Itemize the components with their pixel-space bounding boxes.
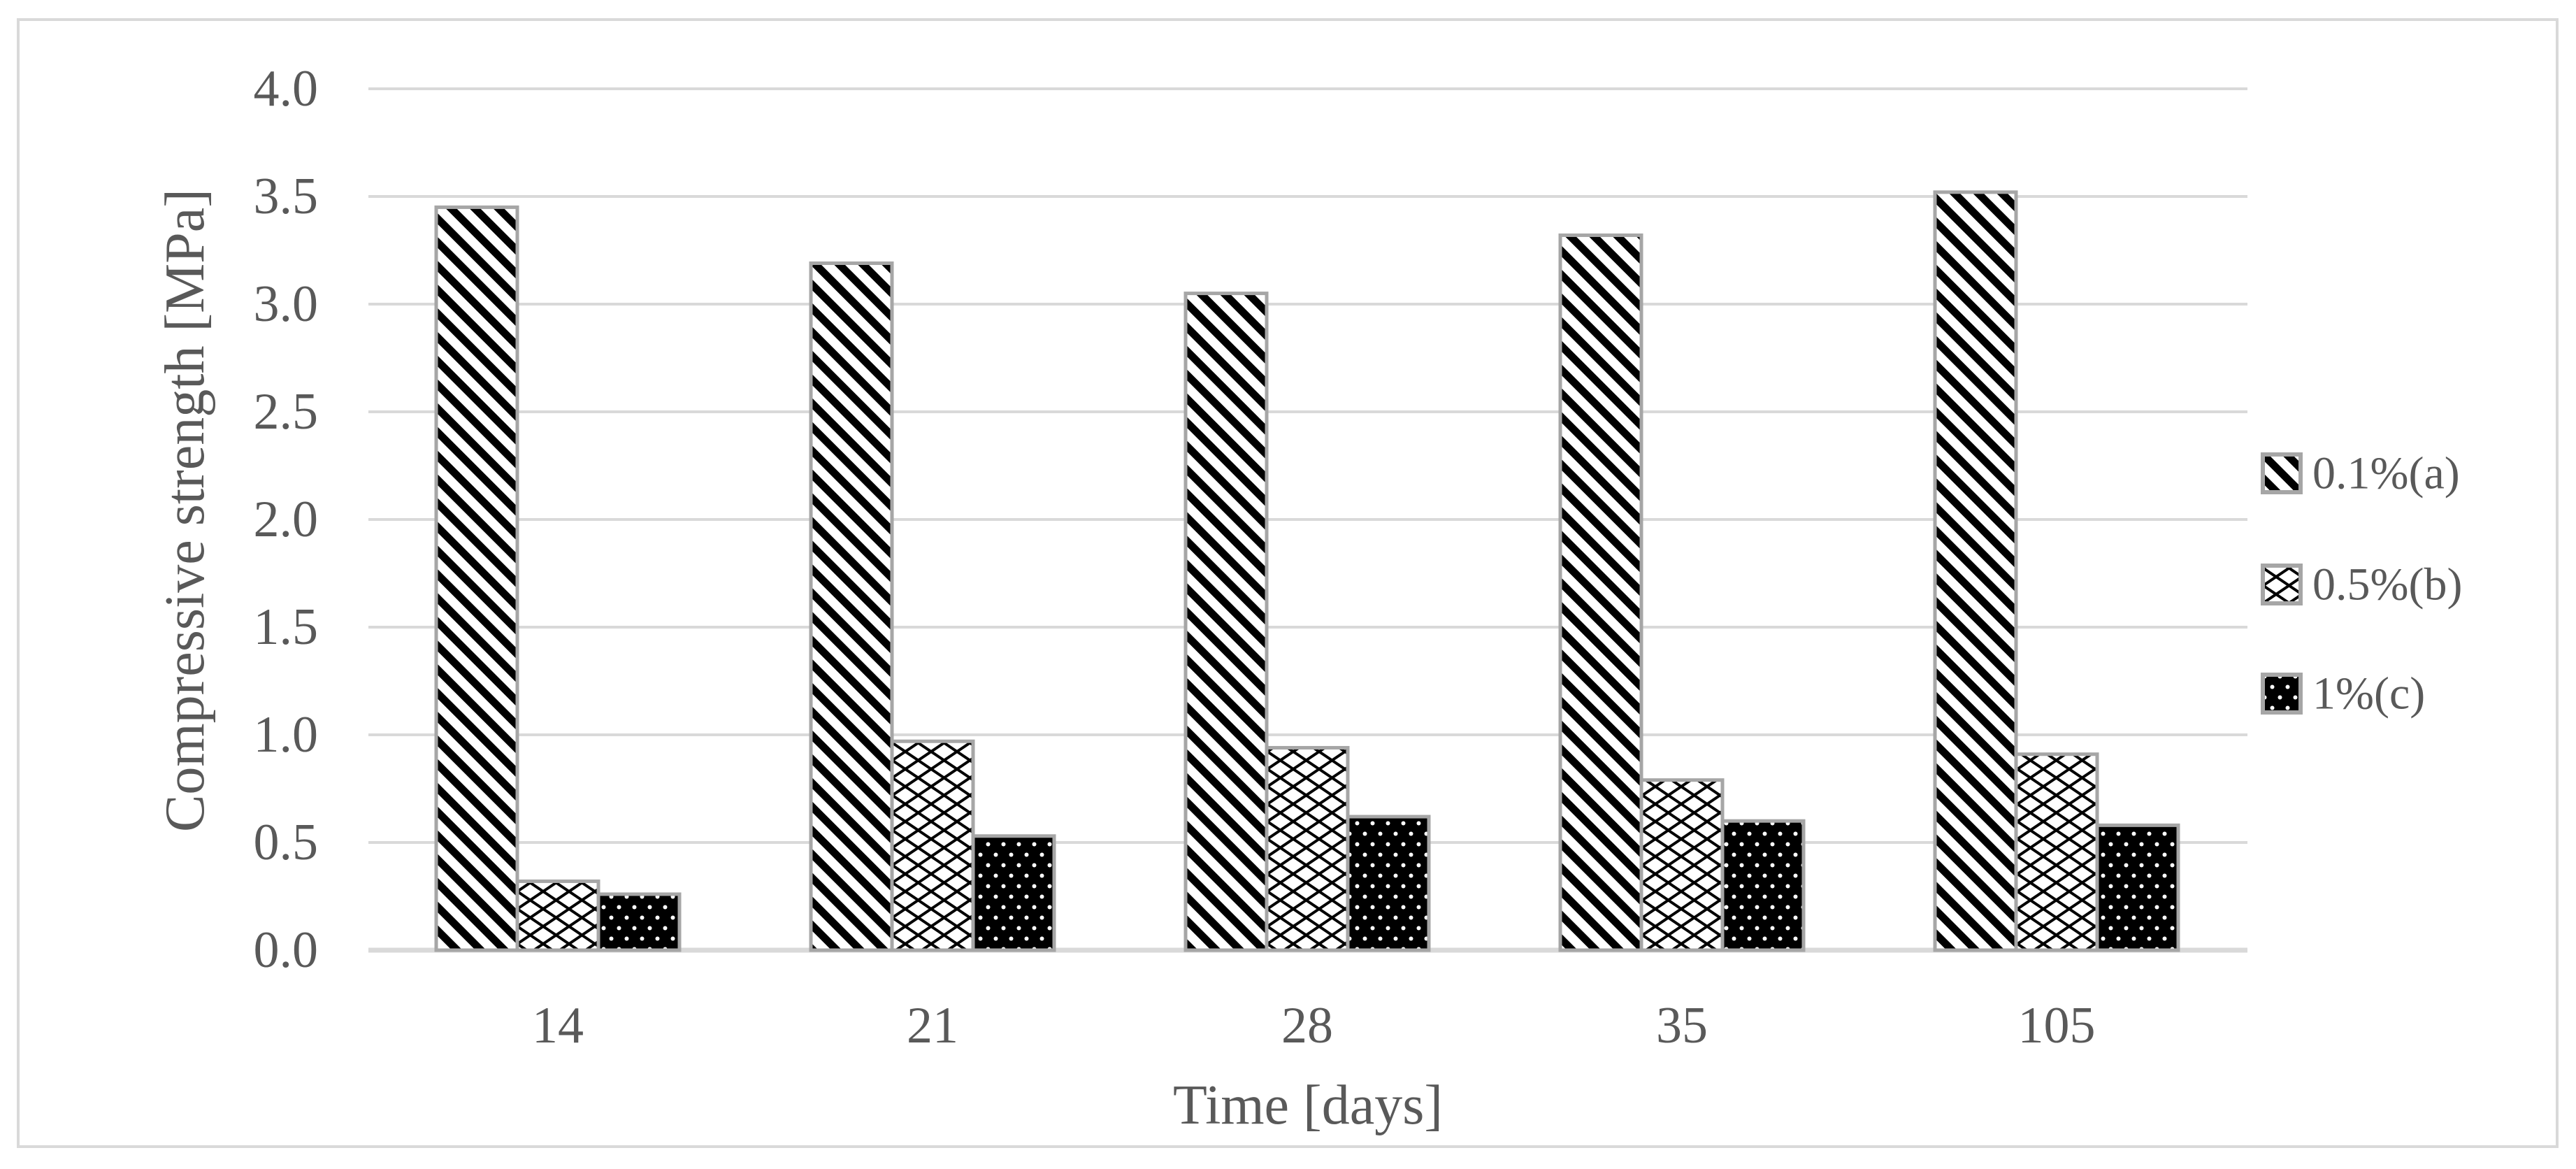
legend-item: 0.1%(a) (2261, 448, 2460, 499)
y-tick-label: 4.0 (254, 60, 319, 117)
bar-28d-1%(c) (1346, 815, 1431, 952)
bar-35d-0.1%(a) (1558, 233, 1643, 952)
x-tick-label: 105 (2018, 997, 2096, 1054)
bar-21d-0.5%(b) (890, 739, 975, 952)
legend-item: 0.5%(b) (2261, 559, 2462, 610)
bar-35d-0.5%(b) (1639, 778, 1725, 952)
bar-28d-0.1%(a) (1183, 292, 1269, 952)
y-tick-label: 1.0 (254, 706, 319, 763)
bar-series-groups (434, 190, 2180, 952)
legend-item: 1%(c) (2261, 668, 2425, 719)
y-tick-label: 0.5 (254, 814, 319, 871)
legend-label: 0.5%(b) (2312, 559, 2462, 610)
legend-swatch-diamond-lattice-icon (2261, 564, 2303, 605)
legend-label: 0.1%(a) (2312, 448, 2460, 499)
bar-14d-1%(c) (596, 892, 682, 952)
x-tick-label: 21 (907, 997, 958, 1054)
legend-label: 1%(c) (2312, 668, 2425, 719)
y-tick-label: 2.5 (254, 383, 319, 440)
bar-35d-1%(c) (1720, 819, 1806, 952)
figure-frame (17, 18, 2559, 1148)
legend-swatch-black-dots-icon (2261, 673, 2303, 715)
bar-14d-0.1%(a) (434, 205, 519, 952)
legend-swatch-diagonal-stripes-icon (2261, 452, 2303, 494)
y-axis-title: Compressive strength [MPa] (154, 189, 216, 832)
x-tick-label: 35 (1656, 997, 1708, 1054)
y-tick-label: 2.0 (254, 491, 319, 548)
bar-105d-0.1%(a) (1933, 190, 2018, 952)
x-axis-title: Time [days] (1173, 1075, 1443, 1136)
legend: 0.1%(a) 0.5%(b) 1%(c) (2261, 448, 2462, 719)
bar-105d-0.5%(b) (2014, 752, 2099, 952)
bar-21d-0.1%(a) (809, 261, 894, 952)
bar-28d-0.5%(b) (1265, 745, 1350, 952)
y-tick-label: 3.0 (254, 275, 319, 333)
y-tick-label: 3.5 (254, 168, 319, 225)
y-tick-label: 0.0 (254, 921, 319, 979)
x-axis-tick-labels: 14 21 28 35 105 (532, 997, 2096, 1054)
y-axis-tick-labels: 0.0 0.5 1.0 1.5 2.0 2.5 3.0 3.5 4.0 (254, 60, 319, 979)
bar-21d-1%(c) (971, 834, 1056, 952)
bar-105d-1%(c) (2095, 823, 2180, 952)
y-tick-label: 1.5 (254, 598, 319, 656)
x-tick-label: 14 (532, 997, 584, 1054)
bar-14d-0.5%(b) (515, 879, 600, 952)
x-tick-label: 28 (1281, 997, 1333, 1054)
